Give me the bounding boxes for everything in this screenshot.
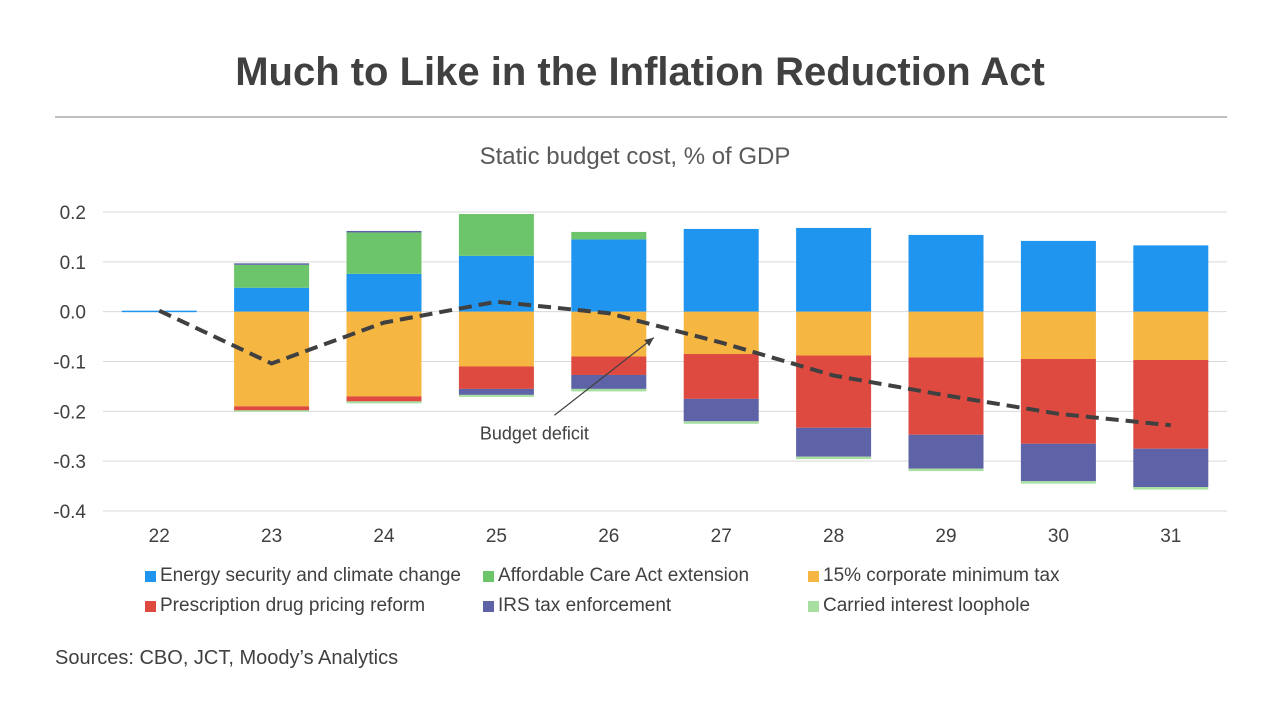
bar-segment <box>683 421 759 424</box>
bar-segment <box>683 398 759 422</box>
bar-segment <box>234 287 310 312</box>
legend-label: Affordable Care Act extension <box>498 565 750 586</box>
legend-swatch <box>808 570 819 582</box>
legend-swatch <box>145 600 156 612</box>
chart-title: Much to Like in the Inflation Reduction … <box>235 50 1045 94</box>
bar-segment <box>458 394 534 397</box>
x-tick-label: 28 <box>823 526 844 547</box>
bar-segment <box>1133 487 1209 490</box>
source-note: Sources: CBO, JCT, Moody’s Analytics <box>55 647 399 669</box>
legend-swatch <box>145 570 156 582</box>
bar-segment <box>458 388 534 395</box>
annotation: Budget deficit <box>480 337 655 443</box>
x-tick-label: 29 <box>935 526 956 547</box>
bar-segment <box>796 227 872 312</box>
x-tick-label: 27 <box>711 526 732 547</box>
chart-subtitle: Static budget cost, % of GDP <box>479 143 791 170</box>
legend-label: Energy security and climate change <box>160 565 461 586</box>
y-tick-label: -0.2 <box>53 402 86 423</box>
bar-segment <box>234 406 310 411</box>
bar-segment <box>458 213 534 256</box>
y-axis-ticks: 0.2 0.1 0.0 -0.1 -0.2 -0.3 -0.4 <box>53 203 86 523</box>
bar-segment <box>1020 240 1096 312</box>
bar-segment <box>571 239 647 312</box>
y-tick-label: -0.1 <box>53 353 86 374</box>
x-axis-ticks: 22 23 24 25 26 27 28 29 30 31 <box>149 526 1182 547</box>
bar-segment <box>908 468 984 472</box>
x-tick-label: 30 <box>1048 526 1069 547</box>
stacked-bar-chart: 0.2 0.1 0.0 -0.1 -0.2 -0.3 -0.4 22 23 24 25 26 27 28… <box>53 203 1227 547</box>
bar-segment <box>571 374 647 389</box>
bar-series <box>121 213 1209 490</box>
legend-item: Energy security and climate change <box>145 565 483 587</box>
budget-deficit-series-line <box>158 299 1172 428</box>
legend-label: Prescription drug pricing reform <box>160 595 426 616</box>
bar-segment <box>571 356 647 375</box>
bar-segment <box>908 434 984 469</box>
bar-segment <box>1020 481 1096 484</box>
annotation-label: Budget deficit <box>480 423 589 443</box>
bar-segment <box>571 388 647 392</box>
y-tick-label: 0.1 <box>60 253 86 274</box>
bar-segment <box>571 231 647 240</box>
bar-segment <box>458 366 534 389</box>
bar-segment <box>234 311 310 407</box>
bar-segment <box>234 410 310 412</box>
bar-segment <box>796 311 872 356</box>
bar-segment <box>234 264 310 288</box>
bar-segment <box>1133 245 1209 312</box>
bar-segment <box>346 230 422 233</box>
legend-item: 15% corporate minimum tax <box>808 565 1108 587</box>
x-tick-label: 26 <box>598 526 619 547</box>
x-tick-label: 23 <box>261 526 282 547</box>
legend-label: IRS tax enforcement <box>498 595 672 616</box>
legend-swatch <box>808 600 819 612</box>
bar-segment <box>683 228 759 312</box>
y-tick-label: 0.2 <box>60 203 86 224</box>
bar-segment <box>796 427 872 457</box>
x-tick-label: 25 <box>486 526 507 547</box>
x-tick-label: 24 <box>373 526 395 547</box>
bar-segment <box>908 234 984 312</box>
legend-item: Carried interest loophole <box>808 595 1108 617</box>
x-tick-label: 31 <box>1160 526 1181 547</box>
bar-segment <box>346 311 422 397</box>
bar-segment <box>346 401 422 404</box>
bar-segment <box>1133 360 1209 449</box>
bar-segment <box>346 232 422 274</box>
bar-segment <box>234 263 310 265</box>
bar-segment <box>908 357 984 435</box>
bar-segment <box>796 355 872 428</box>
bar-segment <box>1020 443 1096 482</box>
legend-item: Prescription drug pricing reform <box>145 595 483 617</box>
bar-segment <box>1133 448 1209 488</box>
y-tick-label: -0.4 <box>53 502 86 523</box>
legend-label: 15% corporate minimum tax <box>823 565 1060 586</box>
legend-item: Affordable Care Act extension <box>483 565 808 587</box>
chart-legend: Energy security and climate change Afford… <box>145 565 1145 617</box>
bar-segment <box>1020 359 1096 444</box>
x-tick-label: 22 <box>149 526 170 547</box>
bar-segment <box>1020 311 1096 360</box>
budget-deficit-line <box>158 299 1172 428</box>
bar-segment <box>1133 311 1209 361</box>
bar-segment <box>346 396 422 402</box>
y-tick-label: 0.0 <box>60 303 86 324</box>
legend-swatch <box>483 600 494 612</box>
legend-item: IRS tax enforcement <box>483 595 808 617</box>
annotation-arrow-line <box>554 337 655 416</box>
bar-segment <box>683 354 759 399</box>
legend-label: Carried interest loophole <box>823 595 1031 616</box>
bar-segment <box>908 311 984 358</box>
bar-segment <box>571 311 647 357</box>
bar-segment <box>683 311 759 355</box>
bar-segment <box>346 273 422 312</box>
bar-segment <box>796 456 872 460</box>
legend-swatch <box>483 570 494 582</box>
annotation-arrow-head <box>644 337 654 347</box>
bar-segment <box>458 311 534 367</box>
title-divider <box>55 116 1227 118</box>
y-tick-label: -0.3 <box>53 452 86 473</box>
